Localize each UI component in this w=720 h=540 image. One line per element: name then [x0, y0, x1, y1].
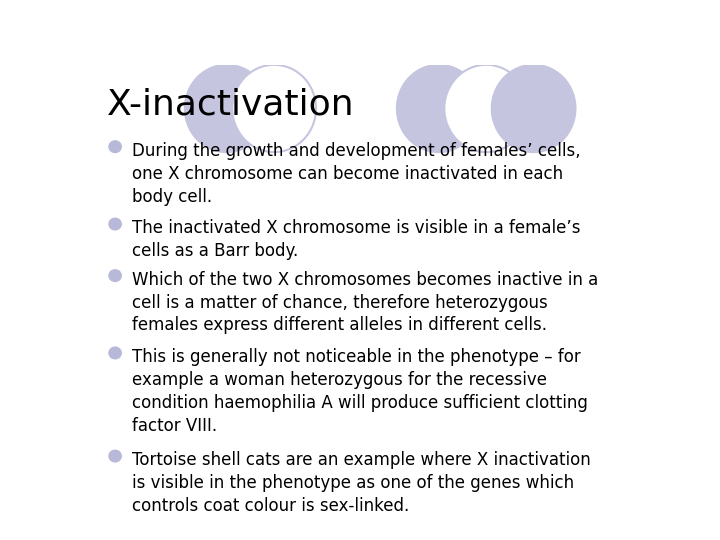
Ellipse shape [185, 65, 269, 152]
Ellipse shape [109, 218, 121, 230]
Ellipse shape [492, 65, 575, 152]
Text: During the growth and development of females’ cells,
one X chromosome can become: During the growth and development of fem… [132, 141, 580, 206]
Ellipse shape [109, 270, 121, 281]
Ellipse shape [109, 141, 121, 152]
Ellipse shape [444, 65, 528, 152]
Ellipse shape [233, 65, 316, 152]
Ellipse shape [109, 347, 121, 359]
Ellipse shape [109, 450, 121, 462]
Text: This is generally not noticeable in the phenotype – for
example a woman heterozy: This is generally not noticeable in the … [132, 348, 588, 435]
Ellipse shape [397, 65, 481, 152]
Text: Tortoise shell cats are an example where X inactivation
is visible in the phenot: Tortoise shell cats are an example where… [132, 451, 590, 515]
Text: X-inactivation: X-inactivation [107, 87, 354, 122]
Text: The inactivated X chromosome is visible in a female’s
cells as a Barr body.: The inactivated X chromosome is visible … [132, 219, 580, 260]
Text: Which of the two X chromosomes becomes inactive in a
cell is a matter of chance,: Which of the two X chromosomes becomes i… [132, 271, 598, 334]
